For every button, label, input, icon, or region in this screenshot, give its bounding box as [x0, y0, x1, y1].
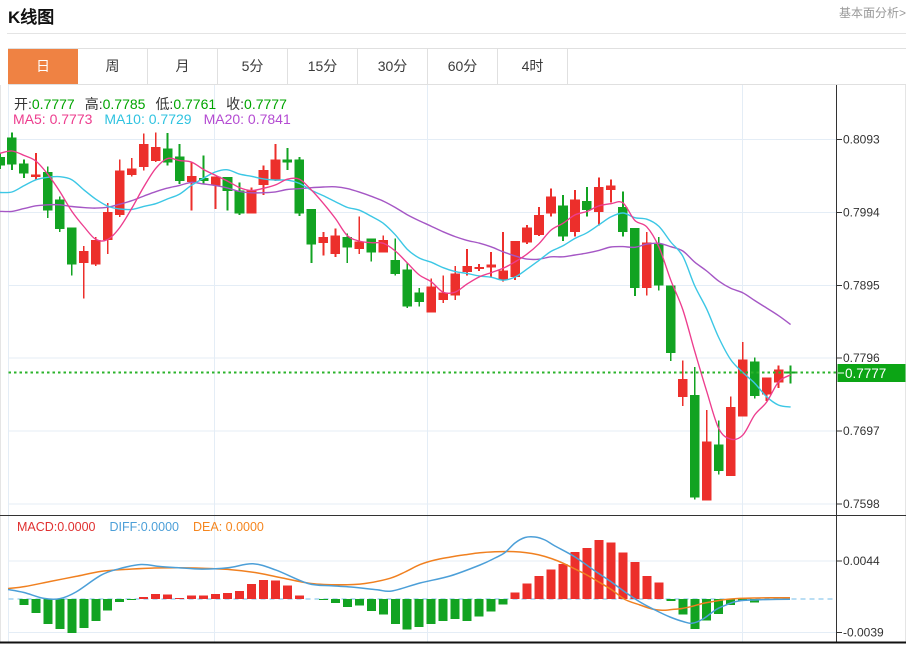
svg-text:0.7598: 0.7598: [843, 497, 880, 511]
svg-text:0.8093: 0.8093: [843, 133, 880, 147]
svg-text:0.7895: 0.7895: [843, 278, 880, 292]
svg-text:0.7697: 0.7697: [843, 424, 880, 438]
svg-text:0.0044: 0.0044: [843, 554, 880, 568]
svg-text:0.7994: 0.7994: [843, 205, 880, 219]
svg-text:0.7796: 0.7796: [843, 351, 880, 365]
svg-text:0.7777: 0.7777: [845, 366, 886, 381]
svg-text:-0.0039: -0.0039: [843, 626, 884, 640]
